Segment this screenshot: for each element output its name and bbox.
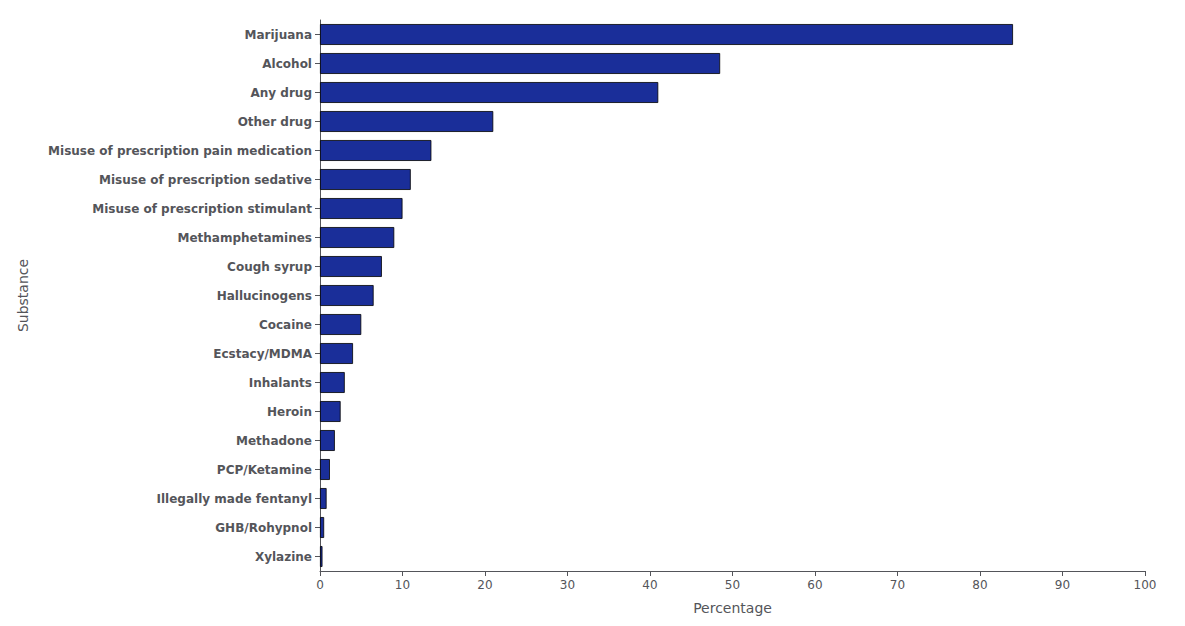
svg-text:90: 90 xyxy=(1055,578,1070,592)
svg-text:Any drug: Any drug xyxy=(251,86,312,100)
svg-text:80: 80 xyxy=(972,578,987,592)
svg-text:0: 0 xyxy=(316,578,324,592)
svg-text:Illegally made fentanyl: Illegally made fentanyl xyxy=(157,492,312,506)
svg-text:Heroin: Heroin xyxy=(267,405,312,419)
svg-text:GHB/Rohypnol: GHB/Rohypnol xyxy=(215,521,312,535)
svg-text:Xylazine: Xylazine xyxy=(255,550,312,564)
svg-text:Cocaine: Cocaine xyxy=(259,318,312,332)
svg-text:Misuse of prescription sedativ: Misuse of prescription sedative xyxy=(99,173,312,187)
svg-text:30: 30 xyxy=(560,578,575,592)
svg-text:70: 70 xyxy=(890,578,905,592)
svg-text:100: 100 xyxy=(1134,578,1157,592)
svg-text:Other drug: Other drug xyxy=(238,115,312,129)
svg-text:Hallucinogens: Hallucinogens xyxy=(217,289,312,303)
svg-text:10: 10 xyxy=(395,578,410,592)
svg-text:Alcohol: Alcohol xyxy=(262,57,312,71)
svg-text:60: 60 xyxy=(807,578,822,592)
svg-text:Cough syrup: Cough syrup xyxy=(227,260,312,274)
svg-text:Percentage: Percentage xyxy=(693,600,772,616)
svg-text:50: 50 xyxy=(725,578,740,592)
svg-text:Misuse of prescription pain me: Misuse of prescription pain medication xyxy=(48,144,312,158)
svg-text:Misuse of prescription stimula: Misuse of prescription stimulant xyxy=(92,202,312,216)
svg-text:Marijuana: Marijuana xyxy=(245,28,312,42)
svg-text:Methadone: Methadone xyxy=(236,434,312,448)
svg-text:Inhalants: Inhalants xyxy=(249,376,312,390)
svg-text:Substance: Substance xyxy=(15,259,31,332)
svg-text:40: 40 xyxy=(642,578,657,592)
svg-text:Methamphetamines: Methamphetamines xyxy=(177,231,312,245)
svg-text:Ecstacy/MDMA: Ecstacy/MDMA xyxy=(213,347,312,361)
svg-text:PCP/Ketamine: PCP/Ketamine xyxy=(217,463,312,477)
svg-text:20: 20 xyxy=(477,578,492,592)
